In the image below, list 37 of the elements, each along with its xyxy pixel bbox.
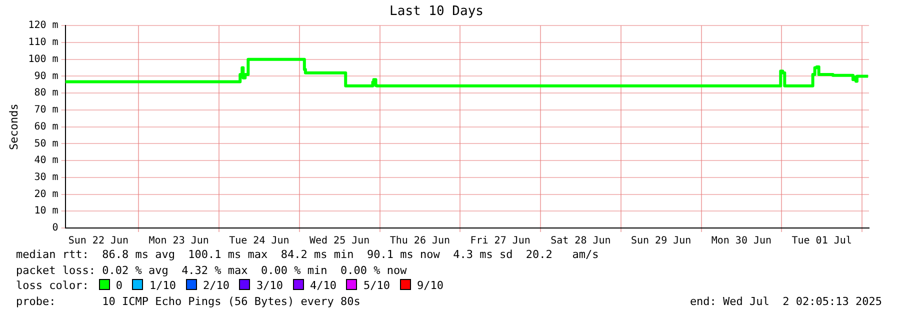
text: 1/10 <box>149 279 176 292</box>
text: loss color: <box>16 279 89 292</box>
x-tick-label: Sun 29 Jun <box>630 236 692 247</box>
y-tick-label: 30 m <box>34 172 58 183</box>
x-tick-label: Tue 24 Jun <box>229 236 290 247</box>
y-axis-title: Seconds <box>7 104 20 150</box>
x-tick-label: Tue 01 Jul <box>792 236 852 247</box>
text: 9/10 <box>416 279 444 292</box>
x-tick-label: Wed 25 Jun <box>309 236 370 247</box>
y-tick-label: 50 m <box>34 138 58 150</box>
text: 3/10 <box>256 279 283 292</box>
y-tick-label: 40 m <box>34 155 58 166</box>
chart-title: Last 10 Days <box>390 4 484 20</box>
x-tick-label: Mon 23 Jun <box>148 236 209 247</box>
text: end: Wed Jul 2 02:05:13 2025 <box>690 294 882 309</box>
x-tick-label: Thu 26 Jun <box>390 236 450 247</box>
y-tick-label: 80 m <box>34 88 58 99</box>
y-tick-label: 110 m <box>28 37 58 48</box>
text: 0 <box>116 279 122 292</box>
y-tick-label: 100 m <box>28 54 58 65</box>
text: packet loss: 0.02 % avg 4.32 % max 0.00 % min 0.00 % now <box>16 262 408 278</box>
y-tick-label: 0 <box>52 222 58 234</box>
x-tick-label: Mon 30 Jun <box>711 236 772 247</box>
text: probe: 10 ICMP Echo Pings (56 Bytes) every 80s <box>16 294 360 308</box>
y-tick-label: 120 m <box>28 20 58 32</box>
text: median rtt: 86.8 ms avg 100.1 ms max 84.2 ms min 90.1 ms now 4.3 ms sd 20.2 am/s <box>16 247 600 262</box>
y-tick-label: 90 m <box>34 70 58 82</box>
text: 2/10 <box>202 279 230 292</box>
y-tick-label: 60 m <box>34 121 58 132</box>
y-tick-label: 70 m <box>34 104 58 116</box>
text: 5/10 <box>363 279 390 292</box>
x-tick-label: Sun 22 Jun <box>68 236 129 247</box>
y-tick-label: 20 m <box>34 188 58 200</box>
text: 4/10 <box>310 279 336 292</box>
x-tick-label: Fri 27 Jun <box>470 236 530 247</box>
y-tick-label: 10 m <box>34 206 58 217</box>
x-tick-label: Sat 28 Jun <box>550 236 611 247</box>
